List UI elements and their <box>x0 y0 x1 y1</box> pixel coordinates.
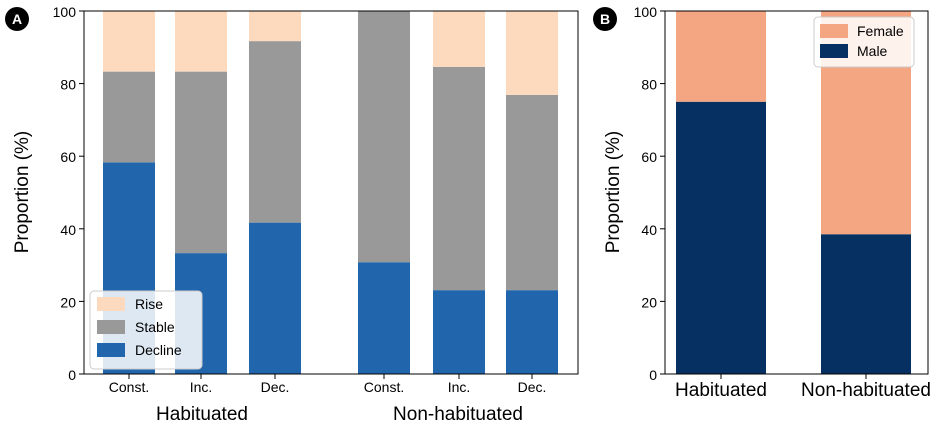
x-tick-label-dec: Dec. <box>518 379 547 395</box>
bar-decline-dec-6 <box>506 290 558 374</box>
panel-b-legend: Female Male <box>813 16 915 68</box>
bar-stable-inc-5 <box>433 66 485 291</box>
y-tick-label: 20 <box>641 294 657 310</box>
x-tick-label-inc: Inc. <box>448 379 471 395</box>
x-tick-label-inc: Inc. <box>190 379 213 395</box>
panel-b-y-axis-label: Proportion (%) <box>603 131 624 254</box>
panel-b-axes-frame <box>664 10 929 375</box>
y-tick-label: 60 <box>641 149 657 165</box>
panel-a-badge <box>5 7 29 31</box>
panel-a: 0 20 40 60 80 100 Const. Inc. Dec. Const. Inc. Dec… <box>5 4 579 425</box>
panel-b-letter: B <box>600 11 610 27</box>
group-label-non-habituated: Non-habituated <box>393 404 523 425</box>
legend-label-rise: Rise <box>135 296 163 312</box>
bar-rise-dec-6 <box>506 11 558 95</box>
panel-a-axes-frame <box>83 10 579 375</box>
bar-decline-dec-3 <box>249 222 301 374</box>
y-tick-label: 0 <box>68 367 76 383</box>
panel-a-legend: Rise Stable Decline <box>89 290 203 370</box>
y-tick-label: 100 <box>634 4 658 20</box>
legend-label-male: Male <box>857 43 888 59</box>
panel-a-y-ticks: 0 20 40 60 80 100 <box>53 4 84 383</box>
y-tick-label: 60 <box>60 149 76 165</box>
bar-decline-inc-5 <box>433 290 485 374</box>
bar-female-habituated <box>676 11 766 102</box>
y-tick-label: 40 <box>641 222 657 238</box>
legend-swatch-female <box>820 24 848 38</box>
legend-swatch-rise <box>97 297 125 311</box>
bar-decline-const-4 <box>358 262 410 374</box>
panel-b-y-ticks: 0 20 40 60 80 100 <box>634 4 665 383</box>
legend-label-female: Female <box>857 23 904 39</box>
x-tick-label-non-habituated: Non-habituated <box>801 380 931 401</box>
y-tick-label: 100 <box>53 4 77 20</box>
panel-b-x-ticks: Habituated Non-habituated <box>675 374 931 401</box>
bar-stable-dec-3 <box>249 41 301 223</box>
legend-label-stable: Stable <box>135 319 175 335</box>
y-tick-label: 0 <box>649 367 657 383</box>
bar-stable-dec-6 <box>506 94 558 291</box>
panel-a-x-ticks: Const. Inc. Dec. Const. Inc. Dec. <box>109 374 547 395</box>
group-label-habituated: Habituated <box>156 404 248 425</box>
x-tick-label-dec: Dec. <box>261 379 290 395</box>
panel-a-bars <box>103 11 558 374</box>
y-tick-label: 80 <box>641 77 657 93</box>
bar-stable-const-1 <box>103 71 155 163</box>
panel-a-group-labels: Habituated Non-habituated <box>156 404 523 425</box>
bar-rise-inc-2 <box>175 11 227 72</box>
bar-rise-inc-5 <box>433 11 485 67</box>
x-tick-label-habituated: Habituated <box>675 380 767 401</box>
legend-label-decline: Decline <box>135 342 182 358</box>
panel-a-letter: A <box>12 11 22 27</box>
panel-b: 0 20 40 60 80 100 Habituated Non-habituated Pr… <box>593 4 931 401</box>
y-tick-label: 40 <box>60 222 76 238</box>
legend-swatch-male <box>820 44 848 58</box>
x-tick-label-const: Const. <box>109 379 149 395</box>
bar-stable-const-4 <box>358 11 410 263</box>
bar-male-non-habituated <box>821 234 911 374</box>
panel-b-badge <box>593 7 617 31</box>
bar-male-habituated <box>676 101 766 374</box>
bar-rise-dec-3 <box>249 11 301 42</box>
bar-rise-const-1 <box>103 11 155 72</box>
panel-a-y-axis-label: Proportion (%) <box>12 131 33 254</box>
legend-swatch-decline <box>97 343 125 357</box>
legend-swatch-stable <box>97 320 125 334</box>
bar-stable-inc-2 <box>175 71 227 254</box>
y-tick-label: 80 <box>60 77 76 93</box>
y-tick-label: 20 <box>60 294 76 310</box>
x-tick-label-const: Const. <box>364 379 404 395</box>
